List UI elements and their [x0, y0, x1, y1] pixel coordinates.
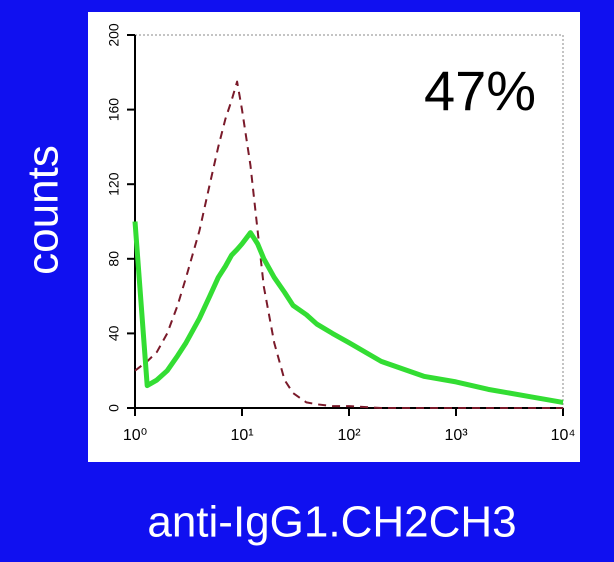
y-tick-label: 80 — [106, 251, 122, 267]
x-tick-label: 10¹ — [230, 427, 253, 444]
x-axis-label: anti-IgG1.CH2CH3 — [147, 498, 516, 547]
series-line — [132, 221, 564, 405]
series-line — [134, 80, 563, 409]
x-tick-label: 10⁴ — [551, 427, 576, 444]
x-tick-label: 10⁰ — [123, 427, 147, 444]
plot-panel — [88, 12, 580, 462]
y-tick-label: 160 — [106, 98, 122, 122]
y-tick-label: 200 — [106, 23, 122, 47]
y-tick-label: 40 — [106, 325, 122, 341]
y-axis-label: counts — [19, 145, 68, 275]
y-tick-label: 120 — [106, 172, 122, 196]
plot-frame — [134, 34, 564, 409]
x-tick-label: 10³ — [444, 427, 468, 444]
annotation: 47% — [424, 59, 536, 122]
x-tick-label: 10² — [337, 427, 361, 444]
y-tick-label: 0 — [106, 404, 122, 412]
